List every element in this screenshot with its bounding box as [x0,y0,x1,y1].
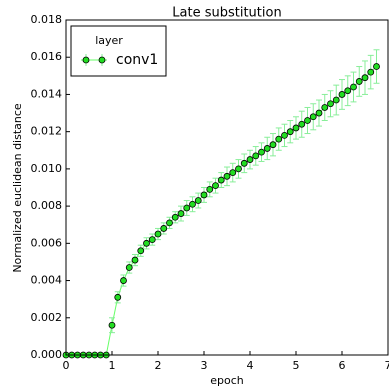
marker [235,165,242,173]
marker [217,176,225,184]
marker [246,156,254,163]
marker [315,109,323,117]
marker [171,213,179,221]
series-line [66,66,377,356]
marker [120,277,127,284]
marker [160,225,168,232]
marker [258,148,265,156]
x-tick-label: 1 [109,359,116,372]
marker [131,256,139,264]
y-tick-label: 0.012 [31,125,63,138]
marker [292,124,300,132]
marker [373,63,380,70]
y-tick-label: 0.002 [31,311,63,324]
marker [108,321,116,329]
marker [269,141,277,149]
y-axis-label: Normalized euclidean distance [11,103,24,273]
legend-label: conv1 [116,52,158,68]
marker [361,74,369,82]
x-axis-label: epoch [210,374,244,387]
marker [143,239,150,247]
y-tick-label: 0.004 [31,274,63,287]
x-tick-label: 0 [63,359,70,372]
marker [286,128,294,136]
chart-title: Late substitution [172,6,281,21]
marker [298,120,306,128]
x-tick-label: 2 [155,359,162,372]
marker [189,200,196,208]
marker [327,100,334,108]
marker [177,210,185,217]
legend-marker [82,56,90,64]
marker [154,230,162,238]
marker [166,219,173,227]
x-tick-label: 3 [201,359,208,372]
marker [309,113,317,121]
marker [252,152,260,160]
marker [183,204,191,212]
legend-box [70,25,167,77]
y-tick-label: 0.014 [31,87,63,100]
marker [321,104,329,111]
marker [275,135,283,143]
legend-title: layer [95,34,123,47]
x-tick-label: 4 [247,359,254,372]
marker [240,159,248,167]
x-tick-label: 6 [339,359,346,372]
marker [223,172,231,180]
marker [229,169,237,177]
marker [338,91,346,98]
x-tick-label: 5 [293,359,300,372]
marker [304,117,311,124]
y-tick-label: 0.006 [31,236,63,249]
y-tick-label: 0.016 [31,50,63,63]
plot-frame [65,19,389,356]
marker [194,197,202,204]
marker [344,87,352,95]
y-tick-label: 0.000 [31,348,63,361]
legend-marker [98,56,106,64]
marker [281,131,288,139]
marker [125,264,133,271]
marker [200,191,208,199]
marker [350,83,357,91]
x-tick-label: 7 [385,359,389,372]
y-tick-label: 0.010 [31,162,63,175]
marker [212,182,219,190]
marker [206,185,214,193]
y-tick-label: 0.008 [31,199,63,212]
y-tick-label: 0.018 [31,13,63,26]
marker [367,68,375,76]
marker [332,96,340,104]
marker [148,236,156,244]
marker [263,145,271,152]
marker [137,247,145,255]
marker [114,293,122,301]
marker [355,78,363,85]
